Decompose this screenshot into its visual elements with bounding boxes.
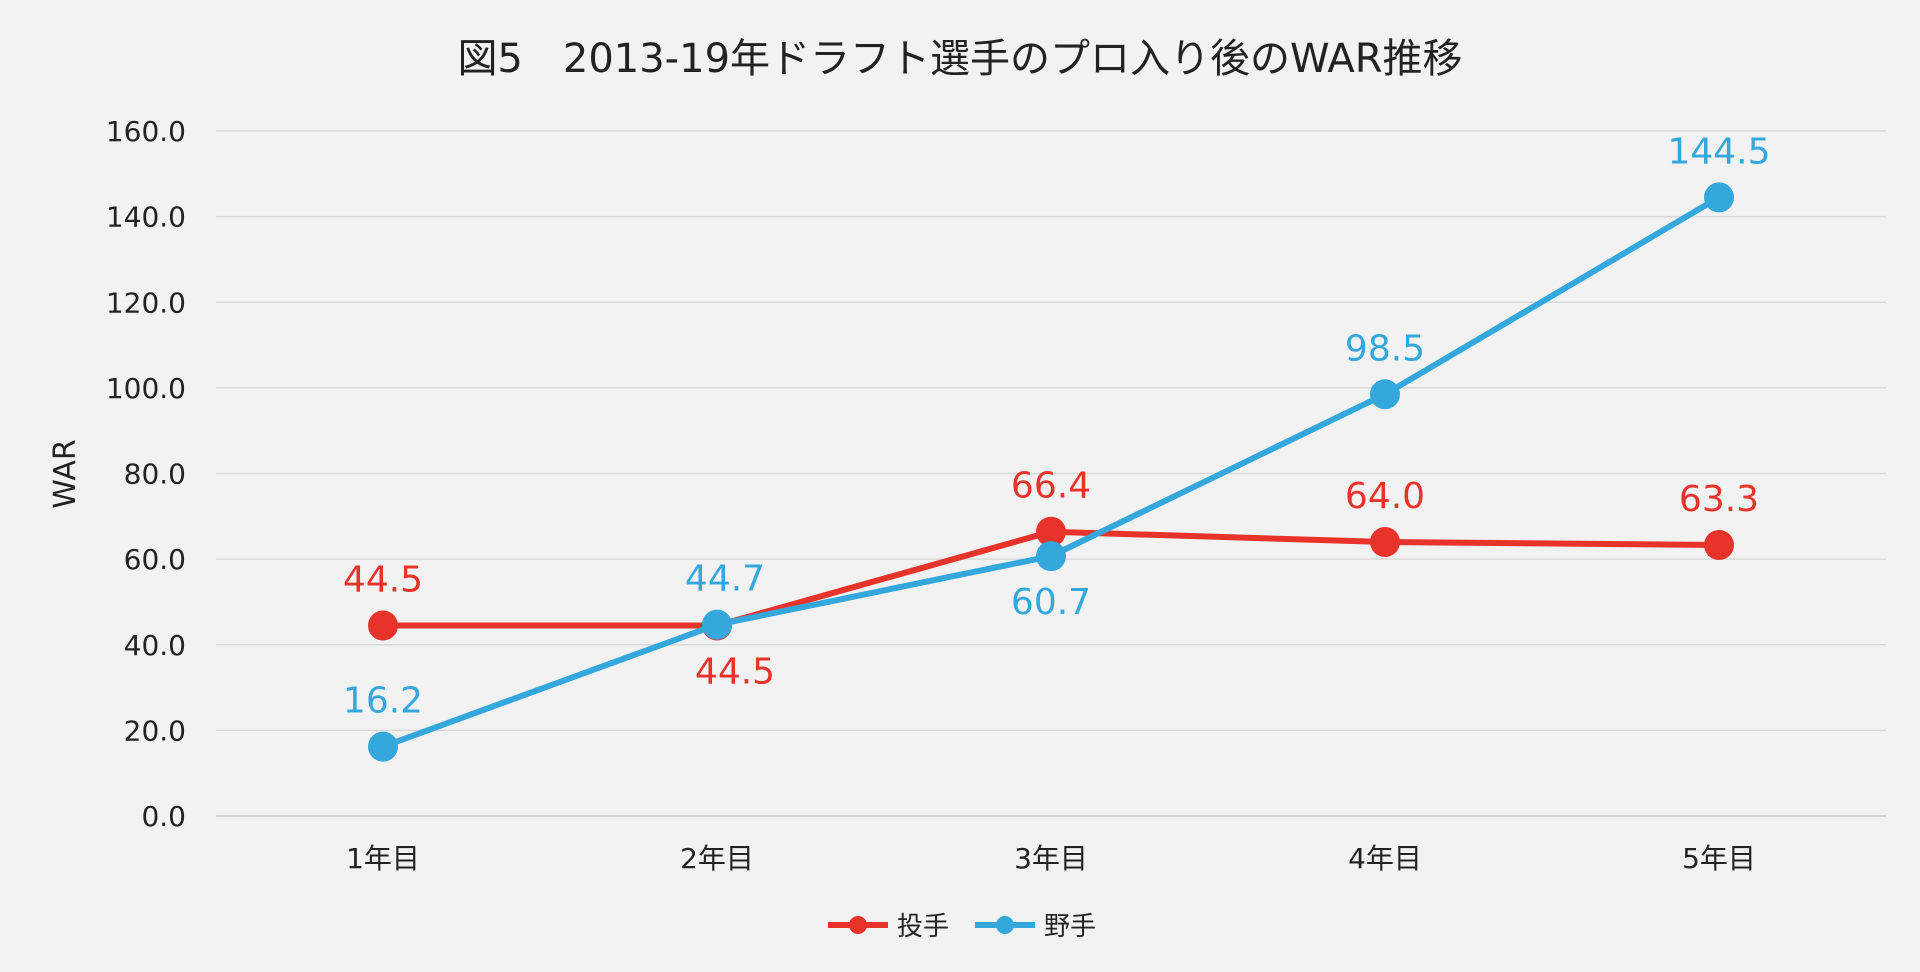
legend-swatch-marker (996, 916, 1014, 934)
y-tick-label: 140.0 (106, 201, 186, 234)
data-label: 44.5 (343, 559, 423, 600)
data-label: 144.5 (1667, 131, 1770, 172)
x-tick-label: 1年目 (346, 842, 420, 875)
legend-swatch-marker (849, 916, 867, 934)
data-label: 63.3 (1679, 479, 1759, 520)
data-point (1036, 541, 1066, 572)
y-tick-label: 160.0 (106, 115, 186, 148)
data-label: 44.7 (685, 559, 765, 600)
y-tick-label: 100.0 (106, 372, 186, 405)
legend-label: 野手 (1044, 912, 1096, 942)
data-point (1370, 379, 1400, 410)
y-tick-label: 20.0 (124, 714, 186, 747)
data-series (368, 182, 1734, 762)
data-point (1370, 527, 1400, 557)
y-axis-ticks: 0.0 20.0 40.0 60.0 80.0 100.0 120.0 140.0 160.0 (106, 115, 186, 833)
data-label: 16.2 (343, 681, 423, 722)
data-point (1036, 516, 1066, 547)
data-point (368, 610, 398, 641)
data-label: 60.7 (1011, 582, 1091, 623)
y-tick-label: 60.0 (124, 543, 186, 576)
x-axis-ticks: 1年目 2年目 3年目 4年目 5年目 (346, 842, 1756, 875)
data-label: 98.5 (1345, 328, 1425, 369)
data-point (368, 731, 398, 762)
data-point (1704, 529, 1734, 560)
y-tick-label: 80.0 (124, 458, 186, 491)
legend-label: 投手 (897, 912, 949, 942)
legend: 投手 野手 (828, 912, 1096, 942)
chart-title: 図5 2013-19年ドラフト選手のプロ入り後のWAR推移 (457, 36, 1462, 82)
y-tick-label: 120.0 (106, 286, 186, 319)
x-tick-label: 3年目 (1014, 842, 1088, 875)
x-tick-label: 4年目 (1348, 842, 1422, 875)
y-tick-label: 0.0 (141, 800, 186, 833)
data-point (1704, 182, 1734, 213)
x-tick-label: 2年目 (680, 842, 754, 875)
data-label: 66.4 (1011, 466, 1091, 507)
y-tick-label: 40.0 (124, 629, 186, 662)
data-labels: 44.5 44.5 66.4 64.0 63.3 16.2 44.7 60.7 98.5 144.… (343, 131, 1771, 721)
data-point (702, 609, 732, 640)
y-axis-label: WAR (48, 439, 83, 508)
x-tick-label: 5年目 (1682, 842, 1756, 875)
data-label: 44.5 (695, 651, 775, 692)
data-label: 64.0 (1345, 476, 1425, 517)
gridlines (216, 130, 1886, 817)
